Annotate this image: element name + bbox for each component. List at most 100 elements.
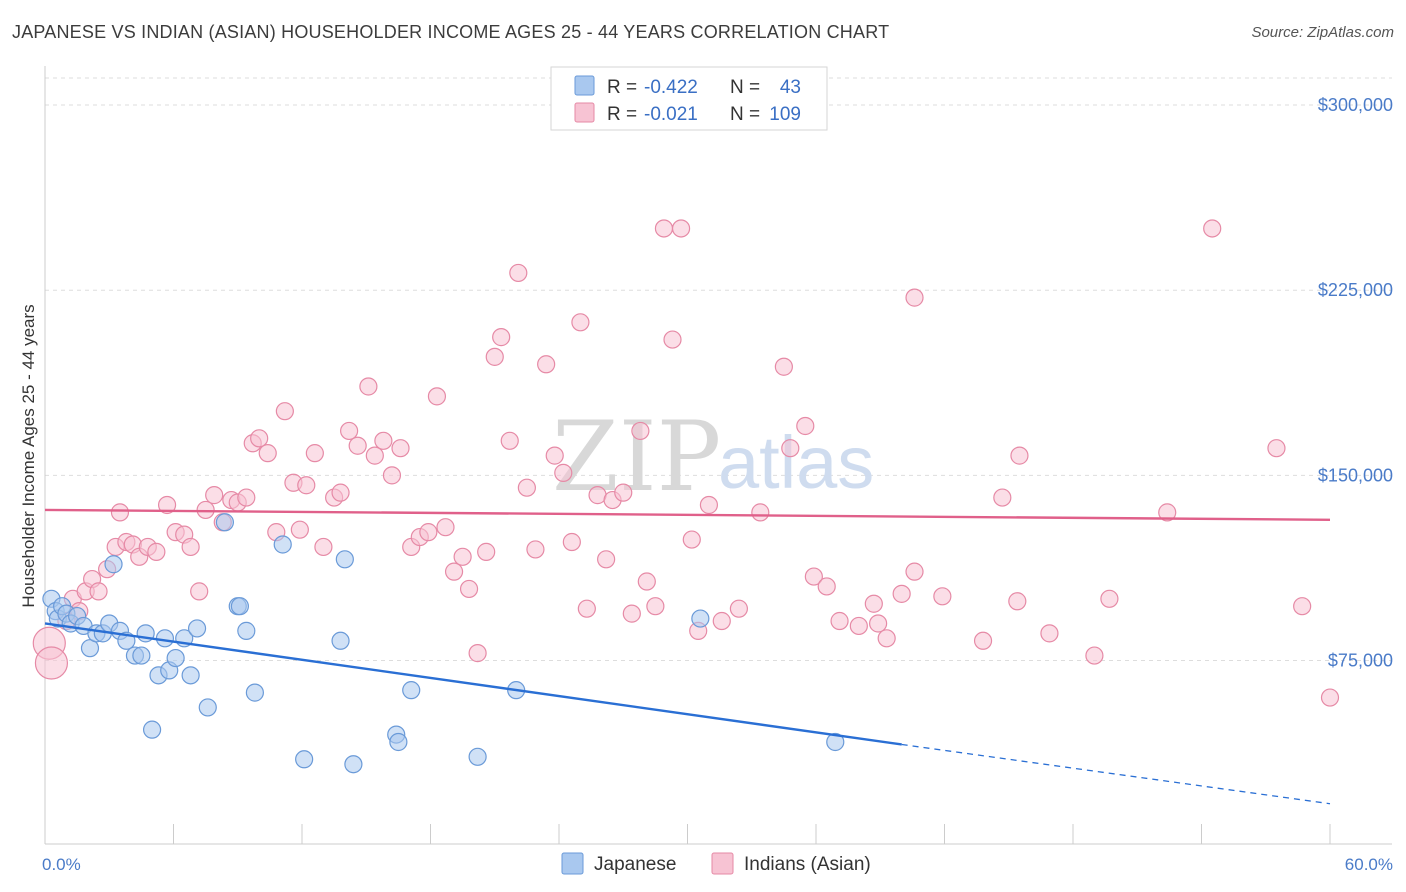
chart-title: JAPANESE VS INDIAN (ASIAN) HOUSEHOLDER I… (12, 22, 890, 42)
indian-point-40 (348, 436, 367, 455)
indian-point-20 (190, 582, 209, 601)
japanese-trend-extension (901, 743, 1331, 805)
indian-point-107 (1203, 219, 1222, 238)
indian-point-38 (331, 483, 350, 502)
indian-point-36 (314, 537, 333, 557)
indian-point-35 (305, 444, 324, 463)
indian-point-76 (654, 219, 674, 238)
legend-n-label-indian: N = (730, 104, 760, 125)
y-tick-label-1: $150,000 (1318, 465, 1393, 485)
indian-point-79 (682, 530, 701, 549)
indian-point-97 (905, 288, 924, 307)
indian-point-64 (554, 463, 573, 482)
grid-lines (45, 77, 1392, 662)
y-tick-labels: $75,000 $150,000 $225,000 $300,000 (1318, 95, 1393, 670)
source-label: Source: ZipAtlas.com (1251, 24, 1394, 41)
japanese-point-29 (230, 597, 249, 616)
japanese-point-18 (142, 720, 162, 739)
japanese-point-24 (181, 666, 200, 685)
indian-point-102 (1010, 446, 1029, 465)
japanese-point-33 (295, 750, 314, 769)
indian-point-50 (436, 518, 455, 537)
indian-point-71 (614, 483, 633, 502)
indian-point-55 (477, 542, 496, 561)
y-tick-label-0: $75,000 (1328, 651, 1393, 671)
indian-point-98 (933, 587, 952, 606)
series-legend-swatch-indian (711, 852, 734, 875)
indian-trend-line (44, 508, 1331, 521)
indian-point-85 (774, 357, 793, 376)
indian-point-16 (157, 495, 177, 515)
series-legend-label-indian: Indians (Asian) (744, 854, 871, 875)
x-tick-label-1: 60.0% (1345, 855, 1393, 874)
indian-point-110 (1320, 688, 1340, 707)
indian-point-59 (509, 263, 528, 283)
indian-point-86 (781, 439, 800, 458)
indian-point-108 (1267, 439, 1286, 458)
japanese-point-42 (691, 609, 710, 628)
y-tick-label-2: $225,000 (1318, 280, 1393, 300)
indian-point-92 (864, 594, 883, 613)
legend-swatch-indian (574, 102, 595, 123)
legend-r-label-indian: R = (607, 104, 637, 125)
indian-point-52 (453, 547, 472, 566)
japanese-point-26 (198, 698, 217, 717)
indian-point-105 (1100, 589, 1119, 608)
indian-point-26 (237, 488, 256, 507)
indian-point-87 (796, 416, 815, 436)
japanese-point-40 (468, 747, 487, 766)
indian-point-100 (993, 488, 1012, 507)
japanese-point-38 (389, 732, 408, 752)
indian-point-81 (699, 495, 719, 515)
indian-point-1 (34, 646, 69, 680)
japanese-point-27 (215, 513, 234, 532)
japanese-point-43 (826, 732, 845, 752)
japanese-point-39 (402, 681, 421, 700)
legend-n-label-japanese: N = (730, 77, 760, 98)
indian-point-82 (712, 611, 731, 631)
series-legend-swatch-japanese (561, 852, 584, 875)
x-tick-label-0: 0.0% (42, 855, 81, 874)
indian-point-90 (830, 611, 849, 631)
legend-box (550, 66, 828, 131)
x-tick-labels: 0.0% 60.0% (42, 855, 1393, 874)
correlation-legend: R = -0.422 N = 43 R = -0.021 N = 109 (550, 66, 828, 131)
indian-point-58 (500, 431, 519, 450)
indian-point-41 (359, 377, 378, 396)
indian-point-84 (751, 503, 770, 522)
japanese-point-25 (187, 619, 207, 638)
japanese-point-32 (273, 535, 292, 554)
indian-point-10 (110, 503, 130, 522)
japanese-point-22 (166, 648, 185, 668)
indian-point-78 (671, 219, 691, 238)
indian-point-29 (258, 444, 277, 463)
indian-point-49 (427, 387, 447, 406)
indian-point-89 (817, 577, 836, 596)
indian-point-34 (297, 476, 316, 495)
legend-swatch-japanese (574, 75, 595, 96)
indian-point-83 (729, 599, 749, 618)
indian-point-77 (663, 330, 682, 349)
indian-point-7 (89, 582, 108, 601)
indian-point-88 (804, 567, 823, 586)
indian-point-54 (468, 644, 487, 663)
indian-point-60 (517, 478, 536, 497)
japanese-point-36 (344, 755, 363, 774)
y-tick-label-3: $300,000 (1318, 95, 1393, 115)
legend-r-value-indian: -0.021 (644, 104, 698, 125)
indian-point-22 (205, 486, 224, 505)
indian-point-28 (250, 429, 269, 448)
indian-point-15 (147, 542, 166, 561)
indian-point-67 (577, 599, 596, 618)
series-legend-label-japanese: Japanese (594, 854, 676, 875)
japanese-point-34 (331, 631, 350, 650)
watermark-atlas: atlas (718, 421, 874, 504)
indian-point-44 (382, 466, 402, 485)
indian-point-19 (181, 537, 200, 557)
indian-point-109 (1293, 597, 1312, 616)
indian-point-91 (849, 616, 868, 636)
japanese-points (42, 513, 845, 774)
indian-point-53 (459, 579, 479, 599)
indian-point-72 (622, 604, 641, 623)
